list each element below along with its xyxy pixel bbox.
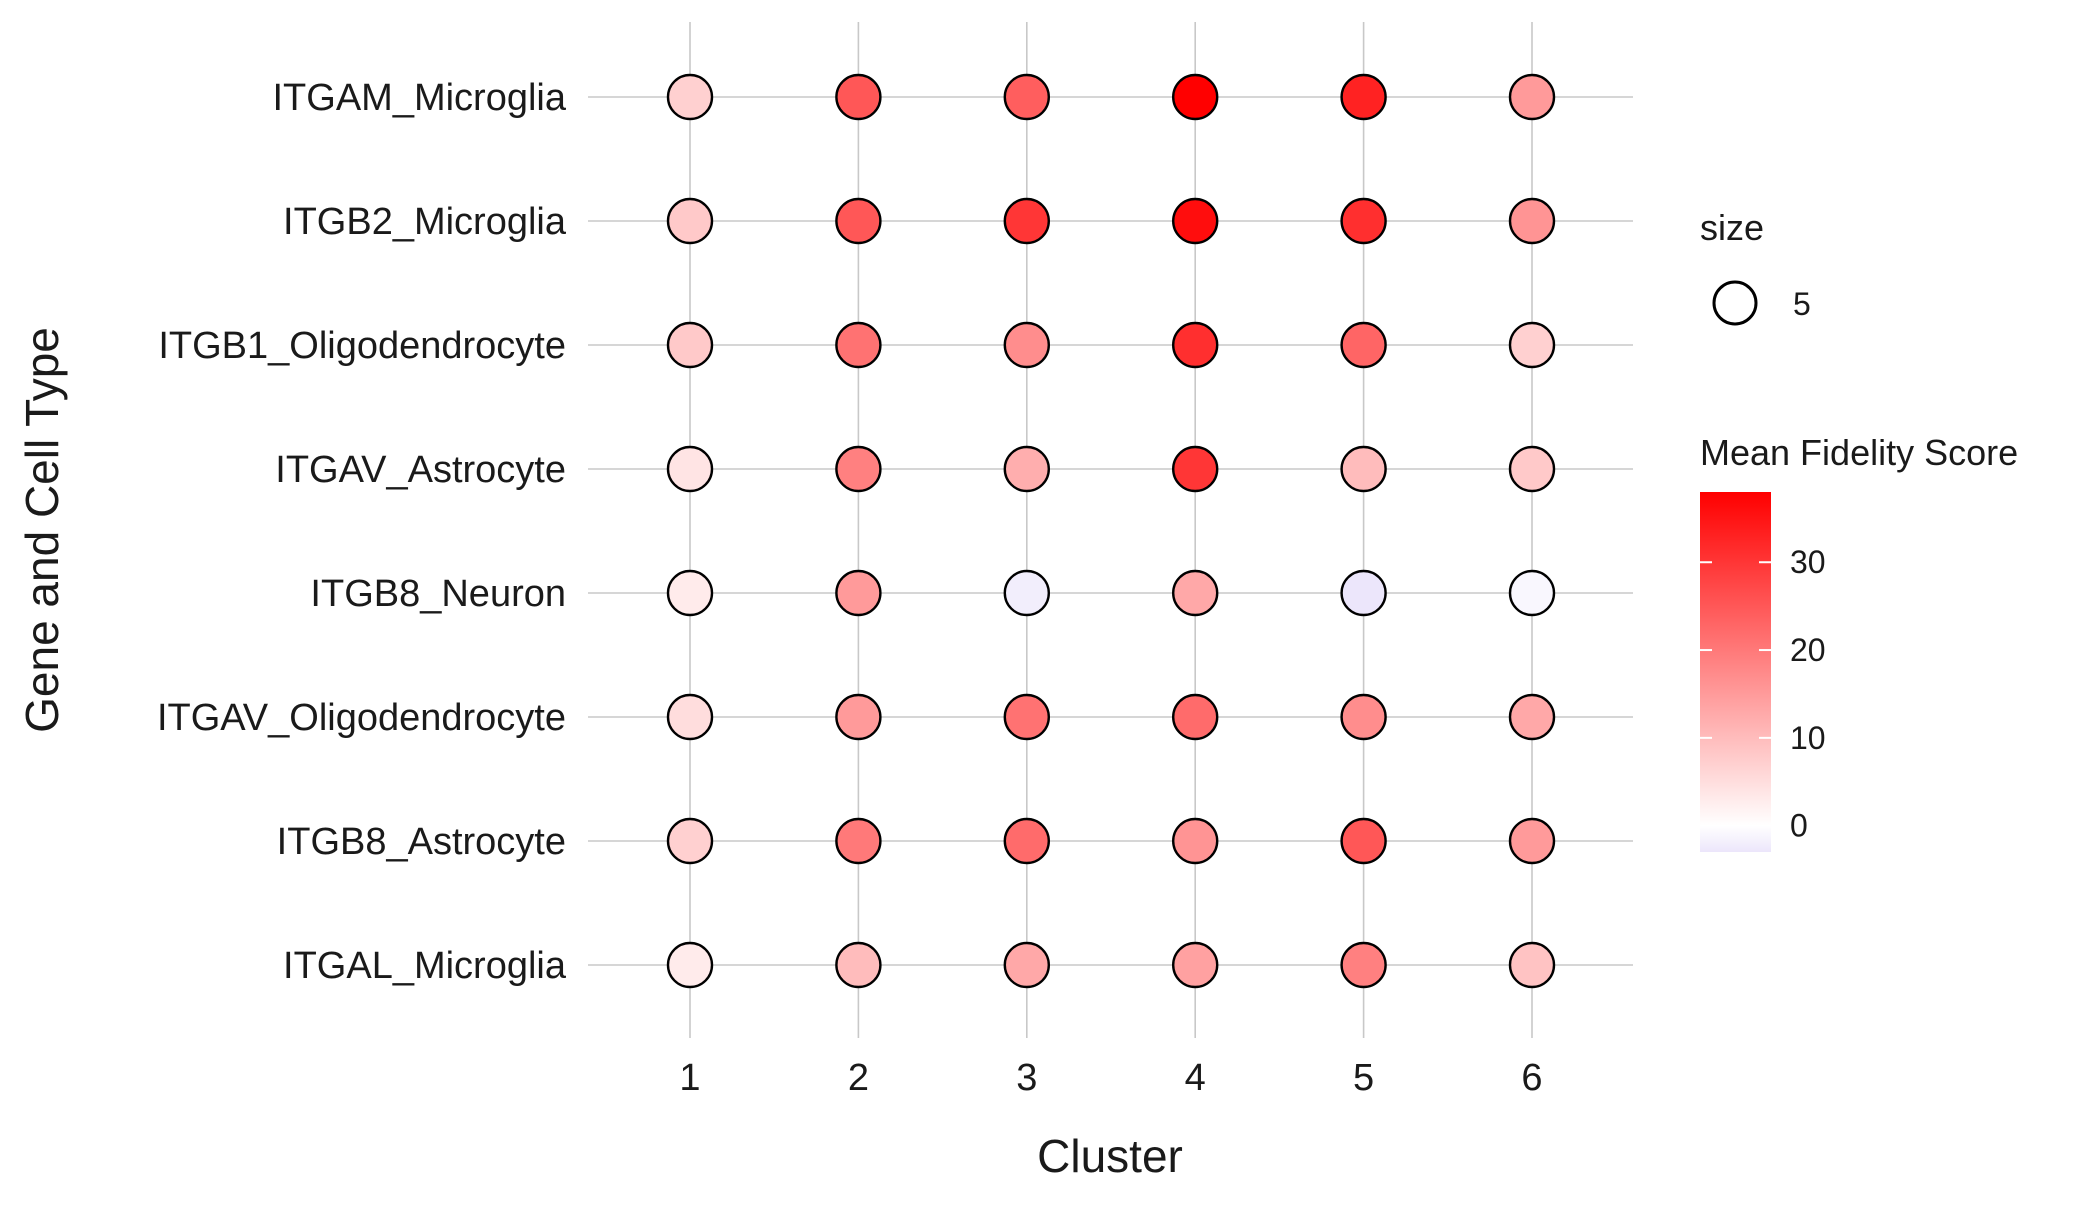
data-point bbox=[1340, 693, 1387, 741]
data-point bbox=[835, 693, 882, 741]
data-point bbox=[1508, 321, 1556, 369]
data-point bbox=[1003, 197, 1051, 245]
data-points bbox=[666, 73, 1556, 989]
x-tick-label: 1 bbox=[679, 1057, 700, 1099]
x-tick-label: 3 bbox=[1016, 1057, 1037, 1099]
data-point bbox=[1003, 941, 1051, 989]
data-point bbox=[666, 569, 714, 617]
data-point bbox=[1003, 817, 1051, 865]
data-point bbox=[666, 321, 714, 369]
data-point bbox=[1003, 569, 1051, 617]
x-axis-ticks: 1 2 3 4 5 6 bbox=[679, 1057, 1542, 1099]
x-axis-title: Cluster bbox=[1037, 1130, 1183, 1182]
data-point bbox=[835, 817, 882, 865]
data-point bbox=[1508, 941, 1556, 989]
data-point bbox=[1508, 197, 1556, 245]
data-point bbox=[1508, 569, 1556, 617]
data-point bbox=[1003, 445, 1051, 493]
data-point bbox=[1340, 73, 1387, 121]
color-legend-tick-label: 30 bbox=[1790, 544, 1826, 580]
data-point bbox=[1171, 693, 1219, 741]
data-point bbox=[666, 197, 714, 245]
data-point bbox=[1340, 569, 1387, 617]
data-point bbox=[1171, 817, 1219, 865]
y-tick-label: ITGB8_Neuron bbox=[310, 573, 566, 615]
grid-lines bbox=[588, 22, 1633, 1038]
data-point bbox=[666, 941, 714, 989]
data-point bbox=[1340, 941, 1387, 989]
y-tick-label: ITGB1_Oligodendrocyte bbox=[158, 325, 566, 367]
color-legend-ticks: 0 10 20 30 bbox=[1700, 544, 1826, 844]
color-legend-tick-label: 20 bbox=[1790, 632, 1826, 668]
data-point bbox=[1508, 817, 1556, 865]
data-point bbox=[835, 445, 882, 493]
data-point bbox=[666, 817, 714, 865]
data-point bbox=[666, 73, 714, 121]
color-legend-bar bbox=[1700, 492, 1771, 852]
data-point bbox=[1508, 73, 1556, 121]
y-tick-label: ITGAV_Astrocyte bbox=[275, 449, 566, 491]
data-point bbox=[1171, 197, 1219, 245]
data-point bbox=[1340, 817, 1387, 865]
data-point bbox=[835, 941, 882, 989]
x-tick-label: 5 bbox=[1353, 1057, 1374, 1099]
y-axis-title: Gene and Cell Type bbox=[16, 327, 68, 733]
data-point bbox=[1340, 445, 1387, 493]
color-legend-tick-label: 10 bbox=[1790, 720, 1826, 756]
data-point bbox=[1171, 321, 1219, 369]
y-tick-label: ITGB2_Microglia bbox=[283, 201, 567, 243]
x-tick-label: 2 bbox=[848, 1057, 869, 1099]
y-tick-label: ITGAM_Microglia bbox=[273, 77, 567, 119]
y-tick-label: ITGAL_Microglia bbox=[283, 945, 567, 987]
data-point bbox=[835, 73, 882, 121]
data-point bbox=[1340, 197, 1387, 245]
size-legend-title: size bbox=[1700, 207, 1764, 248]
size-legend-label: 5 bbox=[1793, 286, 1811, 322]
data-point bbox=[1508, 693, 1556, 741]
data-point bbox=[1171, 445, 1219, 493]
data-point bbox=[835, 321, 882, 369]
data-point bbox=[666, 693, 714, 741]
legend: size 5 Mean Fidelity Score 0 10 20 30 bbox=[1700, 207, 2018, 852]
y-axis-ticks: ITGAM_Microglia ITGB2_Microglia ITGB1_Olig… bbox=[157, 77, 567, 987]
data-point bbox=[1171, 569, 1219, 617]
y-tick-label: ITGAV_Oligodendrocyte bbox=[157, 697, 566, 739]
data-point bbox=[1508, 445, 1556, 493]
data-point bbox=[1003, 321, 1051, 369]
y-tick-label: ITGB8_Astrocyte bbox=[277, 821, 566, 863]
size-legend-key bbox=[1712, 280, 1758, 326]
data-point bbox=[1171, 73, 1219, 121]
color-legend-title: Mean Fidelity Score bbox=[1700, 432, 2018, 473]
data-point bbox=[1171, 941, 1219, 989]
x-tick-label: 4 bbox=[1185, 1057, 1206, 1099]
color-legend-tick-label: 0 bbox=[1790, 808, 1808, 844]
data-point bbox=[835, 569, 882, 617]
data-point bbox=[835, 197, 882, 245]
data-point bbox=[1003, 73, 1051, 121]
data-point bbox=[666, 445, 714, 493]
data-point bbox=[1340, 321, 1387, 369]
data-point bbox=[1003, 693, 1051, 741]
x-tick-label: 6 bbox=[1521, 1057, 1542, 1099]
